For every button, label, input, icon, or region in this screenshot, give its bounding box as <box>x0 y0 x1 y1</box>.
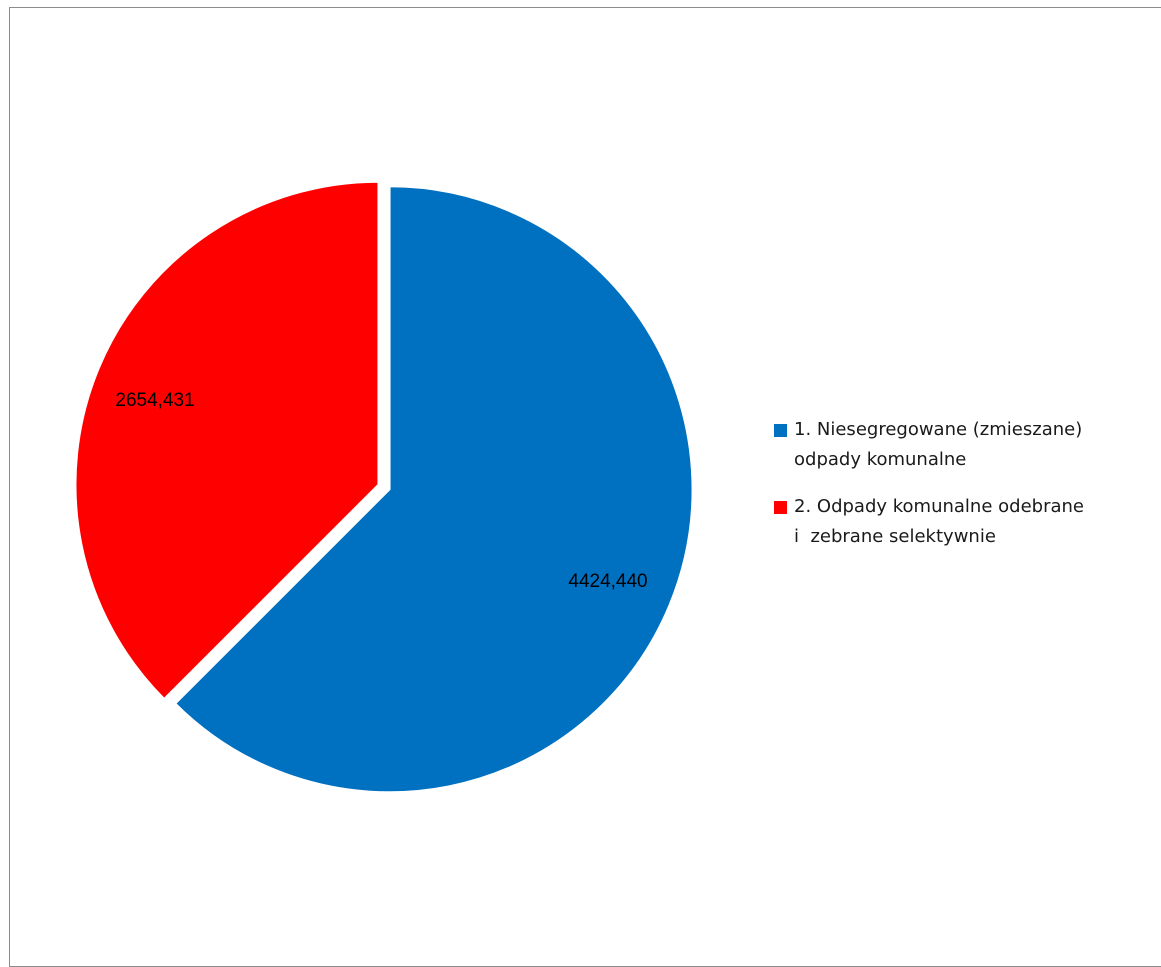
data-label-1: 4424,440 <box>568 571 647 592</box>
legend-label-1-line1: 1. Niesegregowane (zmieszane) <box>794 419 1083 440</box>
legend-entry-1: 1. Niesegregowane (zmieszane) odpady kom… <box>774 415 1154 475</box>
pie-slice-2 <box>74 180 380 701</box>
legend-swatch-1 <box>774 424 787 437</box>
legend-swatch-2 <box>774 501 787 514</box>
legend-entry-2: 2. Odpady komunalne odebrane i zebrane s… <box>774 492 1154 552</box>
legend-label-2-line2: i zebrane selektywnie <box>794 526 996 547</box>
legend: 1. Niesegregowane (zmieszane) odpady kom… <box>774 415 1154 569</box>
legend-label-1-line2: odpady komunalne <box>794 449 967 470</box>
legend-label-2-line1: 2. Odpady komunalne odebrane <box>794 496 1084 517</box>
data-label-2: 2654,431 <box>115 390 194 411</box>
pie-slice-1 <box>173 185 694 794</box>
